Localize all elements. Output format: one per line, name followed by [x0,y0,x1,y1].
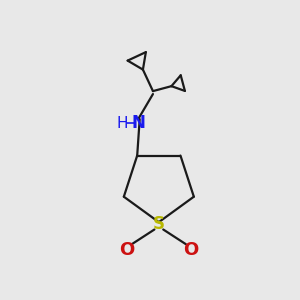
Text: O: O [119,241,134,259]
Text: H: H [116,116,128,131]
Text: N: N [131,115,145,133]
Text: S: S [153,214,165,232]
Text: O: O [184,241,199,259]
